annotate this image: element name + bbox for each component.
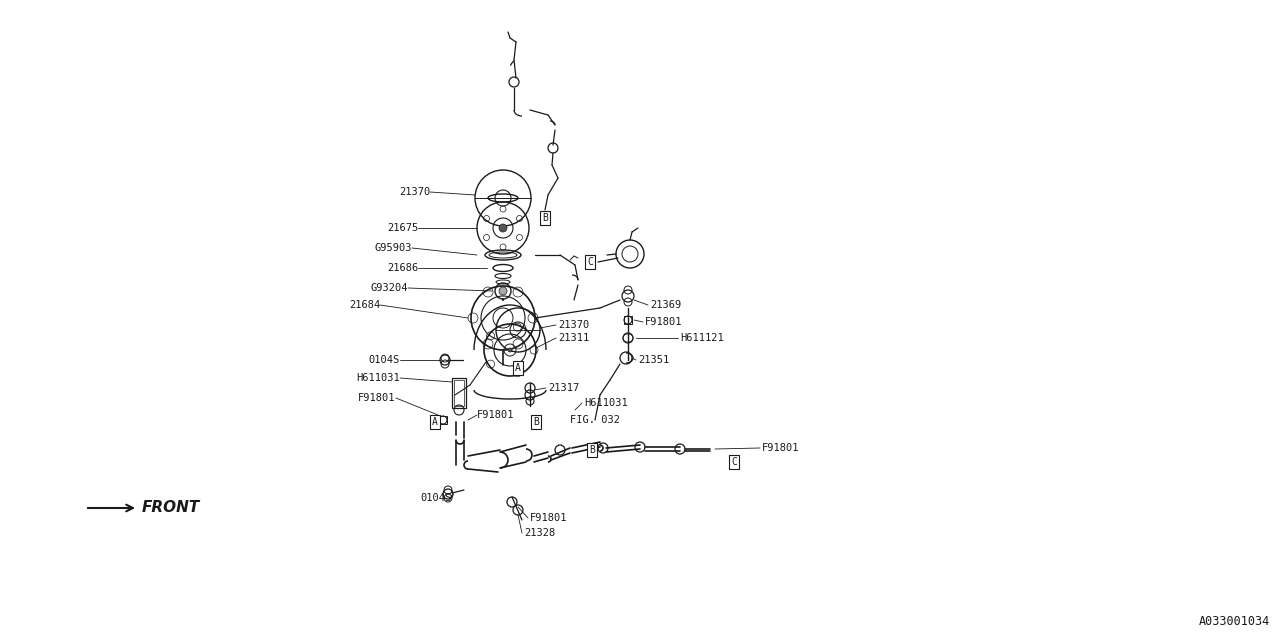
Circle shape — [499, 224, 507, 232]
Text: B: B — [532, 417, 539, 427]
Text: FRONT: FRONT — [142, 500, 200, 515]
Text: 21328: 21328 — [524, 528, 556, 538]
Text: H611031: H611031 — [584, 398, 627, 408]
Bar — [454, 380, 465, 406]
Bar — [625, 316, 632, 324]
Text: 21684: 21684 — [348, 300, 380, 310]
Text: 21675: 21675 — [387, 223, 419, 233]
Text: A: A — [433, 417, 438, 427]
Text: FIG. 032: FIG. 032 — [570, 415, 620, 425]
Text: 21311: 21311 — [558, 333, 589, 343]
Text: F91801: F91801 — [357, 393, 396, 403]
Text: C: C — [588, 257, 593, 267]
Text: F91801: F91801 — [645, 317, 682, 327]
Text: C: C — [731, 457, 737, 467]
Bar — [439, 416, 447, 424]
Text: H611031: H611031 — [356, 373, 399, 383]
Text: 21686: 21686 — [387, 263, 419, 273]
Text: A033001034: A033001034 — [1199, 615, 1270, 628]
Bar — [452, 378, 466, 408]
Text: 21370: 21370 — [558, 320, 589, 330]
Circle shape — [499, 287, 507, 295]
Text: F91801: F91801 — [477, 410, 515, 420]
Text: 21317: 21317 — [548, 383, 580, 393]
Text: F91801: F91801 — [530, 513, 567, 523]
Text: H611121: H611121 — [680, 333, 723, 343]
Text: G95903: G95903 — [375, 243, 412, 253]
Text: 0104S: 0104S — [369, 355, 399, 365]
Text: G93204: G93204 — [370, 283, 408, 293]
Text: 21370: 21370 — [399, 187, 430, 197]
Text: F91801: F91801 — [762, 443, 800, 453]
Text: 21351: 21351 — [637, 355, 669, 365]
Circle shape — [508, 348, 512, 352]
Text: 21369: 21369 — [650, 300, 681, 310]
Text: 0104S: 0104S — [421, 493, 452, 503]
Text: B: B — [589, 445, 595, 455]
Text: A: A — [515, 363, 521, 373]
Text: B: B — [541, 213, 548, 223]
